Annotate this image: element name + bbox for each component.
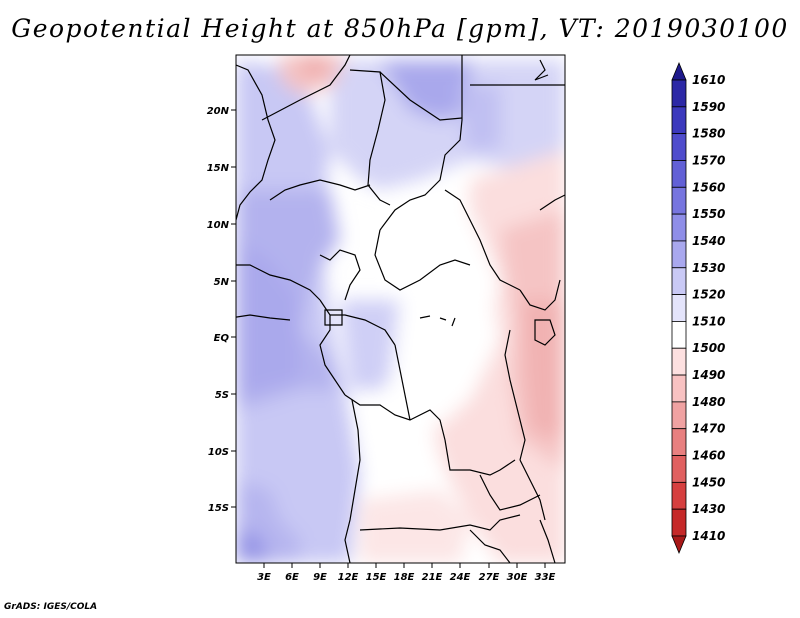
legend-swatch xyxy=(671,61,687,81)
lon-label: 15E xyxy=(366,572,387,583)
legend-label: 1590 xyxy=(692,100,725,114)
legend-label: 1490 xyxy=(692,368,725,382)
country-boundaries xyxy=(236,55,565,563)
lat-label: 5N xyxy=(214,277,230,288)
legend-label: 1530 xyxy=(692,261,725,275)
legend-swatch xyxy=(671,186,687,215)
legend-swatch xyxy=(671,213,687,242)
lon-label: 27E xyxy=(479,572,500,583)
legend-swatch xyxy=(671,535,687,555)
lat-label: 15S xyxy=(208,503,229,514)
legend-swatch xyxy=(671,240,687,269)
legend-label: 1460 xyxy=(692,449,725,463)
legend-swatch xyxy=(671,160,687,188)
legend-swatch xyxy=(671,455,687,483)
legend-label: 1580 xyxy=(692,127,725,141)
legend-swatch xyxy=(671,508,687,537)
lon-label: 21E xyxy=(422,572,443,583)
color-legend: 1610 1590 1580 1570 1560 1550 1540 1530 1520 1510… xyxy=(671,61,725,555)
legend-swatch xyxy=(671,133,687,161)
legend-swatch xyxy=(671,294,687,322)
legend-label: 1500 xyxy=(692,341,725,355)
lon-label: 30E xyxy=(507,572,528,583)
legend-label: 1550 xyxy=(692,207,725,221)
height-field xyxy=(236,55,565,563)
lon-label: 12E xyxy=(338,572,359,583)
legend-label: 1480 xyxy=(692,395,725,409)
lat-label: 10S xyxy=(208,447,229,458)
legend-label: 1450 xyxy=(692,475,725,489)
legend-swatch xyxy=(671,428,687,456)
lat-label: EQ xyxy=(214,333,230,344)
legend-label: 1520 xyxy=(692,288,725,302)
legend-swatch xyxy=(671,374,687,403)
lat-label: 5S xyxy=(215,390,229,401)
legend-swatch xyxy=(671,106,687,135)
legend-label: 1570 xyxy=(692,153,725,167)
legend-swatch xyxy=(671,401,687,430)
grads-credit: GrADS: IGES/COLA xyxy=(4,602,98,612)
legend-label: 1560 xyxy=(692,180,725,194)
lon-label: 6E xyxy=(285,572,299,583)
lat-label: 15N xyxy=(207,163,230,174)
lon-label: 18E xyxy=(394,572,415,583)
legend-swatch xyxy=(671,347,687,376)
lat-label: 20N xyxy=(207,106,230,117)
lon-label: 3E xyxy=(257,572,271,583)
legend-label: 1430 xyxy=(692,502,725,516)
lon-label: 24E xyxy=(450,572,471,583)
legend-label: 1410 xyxy=(692,529,725,543)
legend-label: 1540 xyxy=(692,234,725,248)
legend-swatch xyxy=(671,79,687,108)
longitude-axis: 3E 6E 9E 12E 15E 18E 21E 24E 27E 30E 33E xyxy=(257,563,556,583)
chart-title: Geopotential Height at 850hPa [gpm], VT:… xyxy=(11,14,789,43)
lon-label: 9E xyxy=(313,572,327,583)
map-frame xyxy=(235,54,566,564)
legend-label: 1510 xyxy=(692,314,725,328)
legend-swatch xyxy=(671,267,687,295)
lat-label: 10N xyxy=(207,220,230,231)
legend-label: 1470 xyxy=(692,422,725,436)
legend-swatch xyxy=(671,481,687,510)
legend-swatch xyxy=(671,321,687,349)
legend-label: 1610 xyxy=(692,73,725,87)
lon-label: 33E xyxy=(535,572,556,583)
latitude-axis: 20N 15N 10N 5N EQ 5S 10S 15S xyxy=(207,106,236,514)
